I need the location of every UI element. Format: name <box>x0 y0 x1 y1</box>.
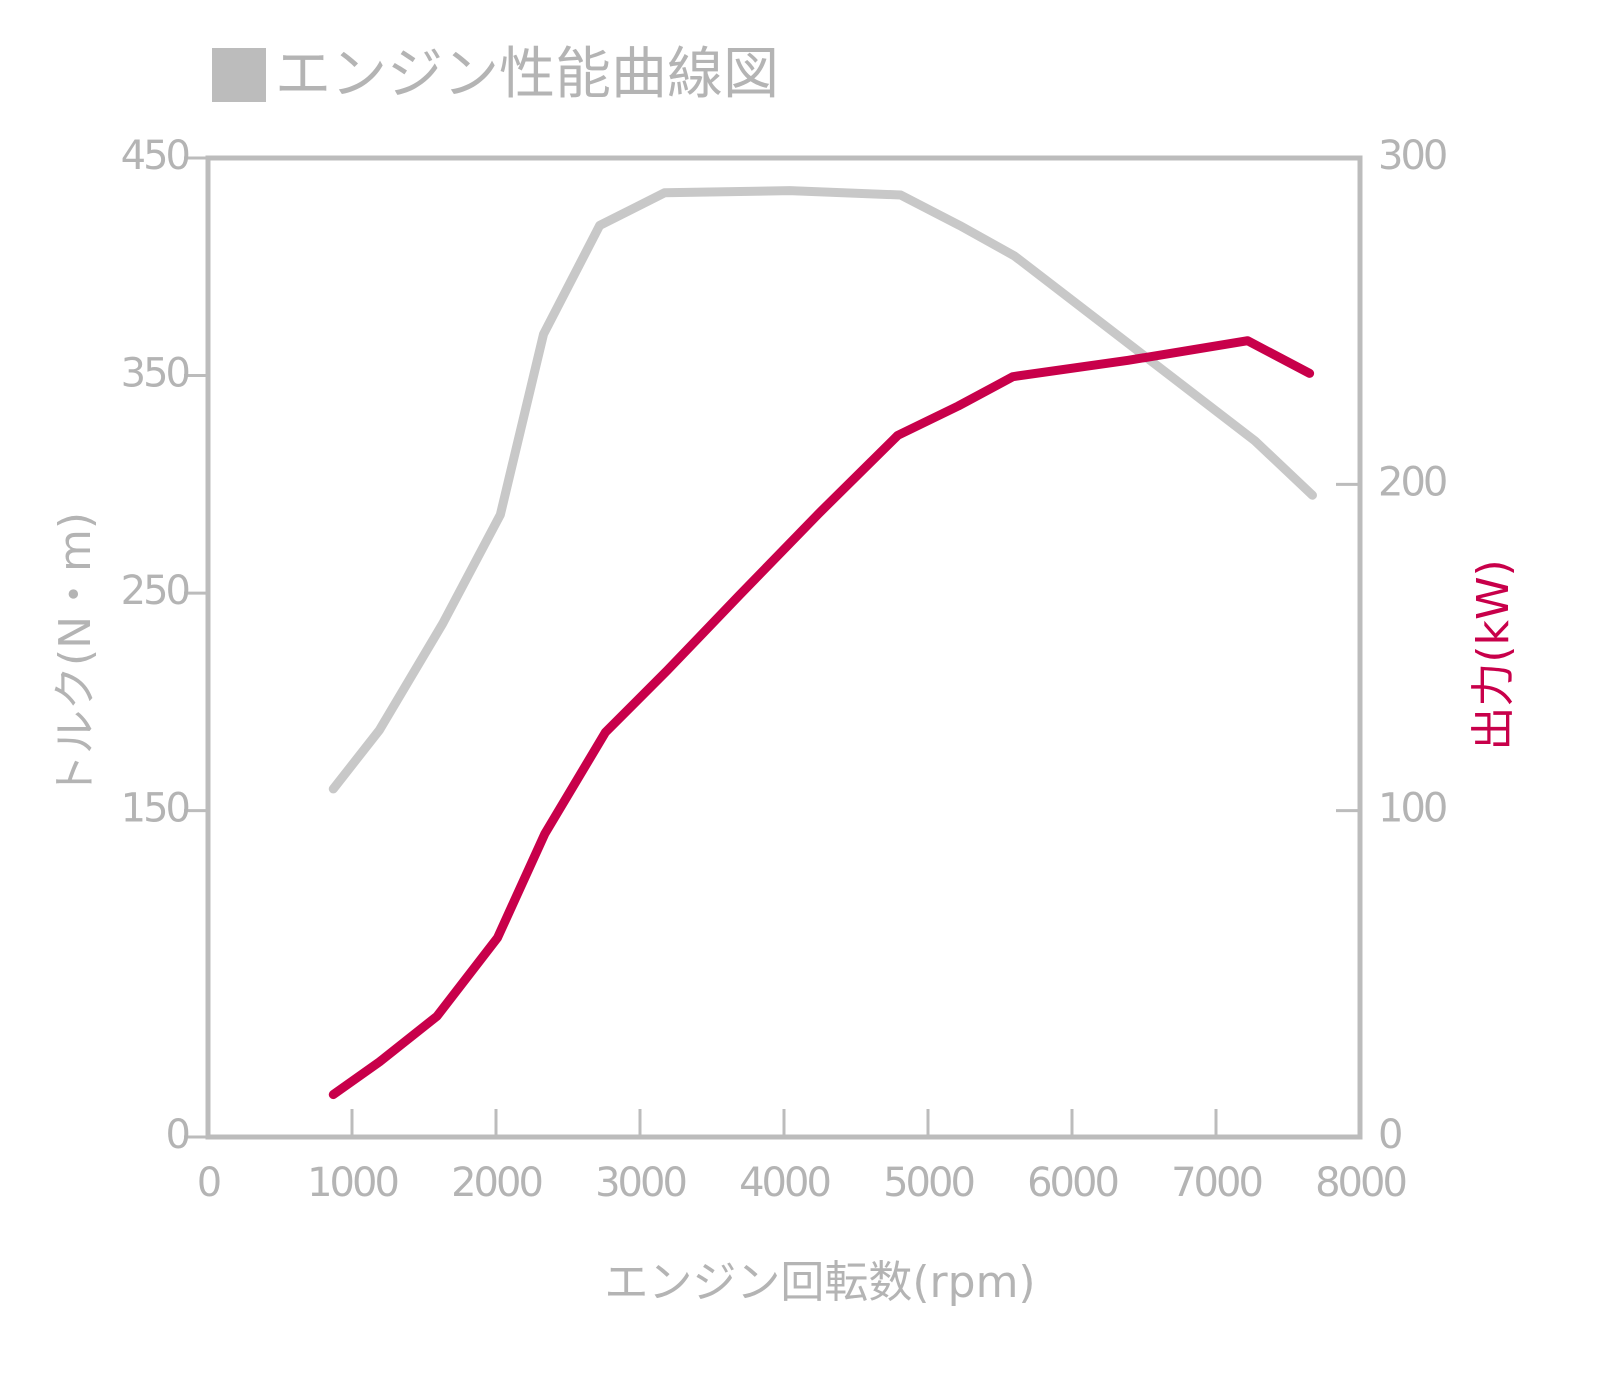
title-marker <box>212 48 266 102</box>
x-tick-label: 5000 <box>883 1160 973 1206</box>
y-tick-label: 0 <box>166 1112 189 1158</box>
plot-frame <box>205 155 1363 1140</box>
x-axis-label: エンジン回転数(rpm) <box>604 1257 1035 1308</box>
x-tick-label: 1000 <box>307 1160 397 1206</box>
y-tick-label: 450 <box>121 133 189 179</box>
x-tick-label: 4000 <box>739 1160 829 1206</box>
series-line <box>328 336 1315 1100</box>
x-tick-label: 0 <box>197 1160 220 1206</box>
x-tick-label: 6000 <box>1027 1160 1117 1206</box>
x-tick-label: 8000 <box>1315 1160 1405 1206</box>
y2-axis-label: 出力(kW) <box>1468 559 1519 750</box>
chart-title: エンジン性能曲線図 <box>275 42 779 107</box>
y-tick-label: 250 <box>121 568 189 614</box>
y2-tick-label: 300 <box>1378 133 1446 179</box>
y2-tick-label: 0 <box>1378 1112 1401 1158</box>
y-axis-label: トルク(N・m) <box>50 512 101 798</box>
x-tick-label: 3000 <box>595 1160 685 1206</box>
y2-tick-label: 200 <box>1378 459 1446 505</box>
y-tick-label: 150 <box>121 786 189 832</box>
y2-tick-label: 100 <box>1378 786 1446 832</box>
y-tick-label: 350 <box>121 351 189 397</box>
x-tick-label: 7000 <box>1171 1160 1261 1206</box>
series-line <box>328 186 1317 794</box>
x-tick-label: 2000 <box>451 1160 541 1206</box>
